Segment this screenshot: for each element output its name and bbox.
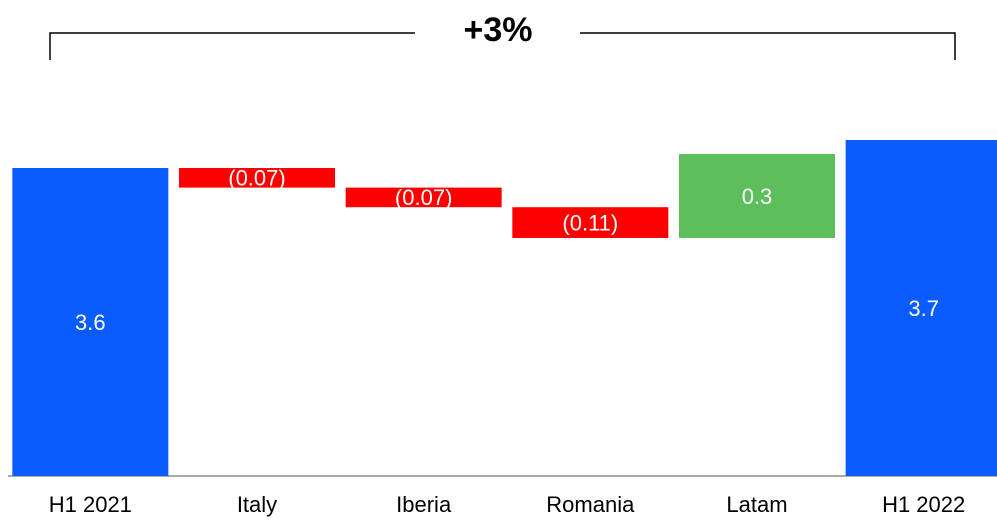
value-label: 0.3 — [742, 184, 773, 209]
value-label: (0.07) — [395, 185, 452, 210]
value-label: 3.7 — [908, 296, 939, 321]
bar — [12, 168, 169, 476]
x-tick-label: H1 2021 — [49, 492, 132, 517]
bar — [845, 140, 997, 476]
bar — [512, 207, 669, 238]
x-tick-label: H1 2022 — [882, 492, 965, 517]
bracket — [49, 32, 956, 60]
bar — [179, 168, 335, 188]
x-tick-label: Iberia — [396, 492, 452, 517]
value-label: 3.6 — [75, 310, 106, 335]
x-tick-label: Latam — [726, 492, 787, 517]
value-label: (0.07) — [228, 166, 285, 191]
x-tick-label: Italy — [237, 492, 277, 517]
bar — [345, 187, 502, 208]
value-label: (0.11) — [562, 210, 618, 235]
x-tick-label: Romania — [546, 492, 635, 517]
annotation: +3% — [464, 11, 533, 49]
bar — [679, 154, 835, 238]
